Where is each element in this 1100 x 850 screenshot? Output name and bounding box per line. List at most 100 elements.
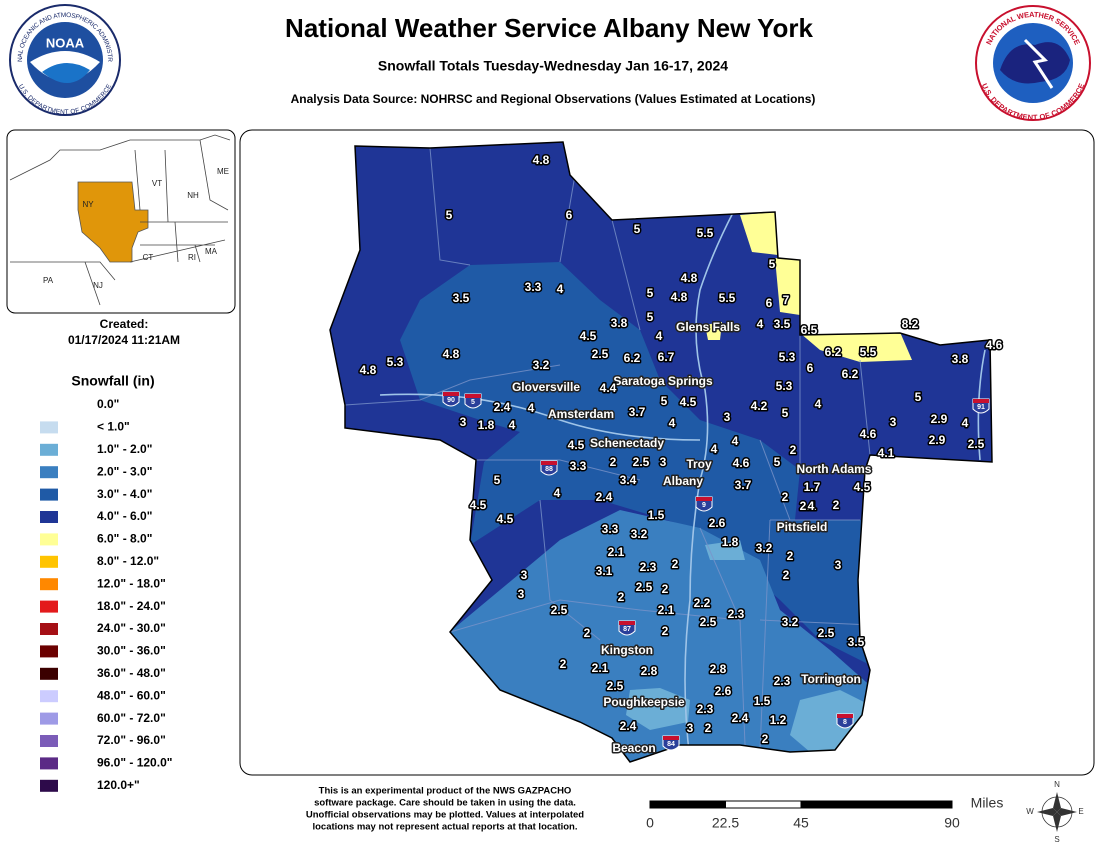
city-label: North Adams	[797, 462, 872, 476]
city-label: Beacon	[612, 741, 655, 755]
snow-value: 2.4	[620, 719, 637, 733]
snow-value: 2.9	[931, 412, 948, 426]
shield-top	[541, 461, 557, 465]
snow-value: 6	[766, 296, 773, 310]
state-label: NJ	[93, 281, 103, 290]
snow-value: 3.5	[453, 291, 470, 305]
snow-value: 6.2	[842, 367, 859, 381]
snow-value: 6.7	[658, 350, 675, 364]
compass-letter: E	[1078, 807, 1083, 816]
snow-value: 4.5	[580, 329, 597, 343]
snow-value: 2.3	[774, 674, 791, 688]
snow-value: 4	[757, 317, 764, 331]
snow-value: 5	[494, 473, 501, 487]
legend-label: 0.0"	[97, 397, 119, 411]
city-label: Amsterdam	[548, 407, 614, 421]
shield-top	[443, 392, 459, 396]
legend-swatch	[40, 779, 58, 792]
noaa-text: NOAA	[46, 35, 85, 50]
snow-value: 5	[446, 208, 453, 222]
snow-value: 3.2	[533, 358, 550, 372]
footer-line: software package. Care should be taken i…	[314, 798, 576, 809]
snow-value: 4	[554, 486, 561, 500]
snow-value: 2.9	[929, 433, 946, 447]
legend-swatch	[40, 555, 58, 568]
snow-value: 2.6	[709, 516, 726, 530]
snow-value: 3.8	[611, 316, 628, 330]
snow-value: 3.3	[570, 459, 587, 473]
city-label: Schenectady	[590, 436, 664, 450]
legend-label: 24.0" - 30.0"	[97, 621, 166, 635]
legend-swatch	[40, 578, 58, 591]
snow-value: 4	[557, 282, 564, 296]
snow-value: 3.8	[952, 352, 969, 366]
legend-swatch	[40, 421, 58, 434]
legend-swatch	[40, 712, 58, 725]
legend-swatch	[40, 645, 58, 658]
legend-label: 1.0" - 2.0"	[97, 442, 152, 456]
snow-value: 2.3	[728, 607, 745, 621]
snow-value: 2.5	[551, 603, 568, 617]
snow-value: 4	[509, 418, 516, 432]
snow-value: 2	[662, 624, 669, 638]
state-label: ME	[217, 167, 229, 176]
snow-value: 3.2	[631, 527, 648, 541]
snow-value: 4.5	[470, 498, 487, 512]
city-label: Poughkeepsie	[603, 695, 685, 709]
snow-value: 2	[790, 443, 797, 457]
shield-number: 87	[623, 626, 631, 633]
snow-value: 4.5	[568, 438, 585, 452]
scale-tick-label: 45	[793, 815, 809, 831]
snow-value: 2.5	[968, 437, 985, 451]
shield-top	[619, 621, 635, 625]
snow-value: 3.1	[596, 564, 613, 578]
snow-value: 5	[647, 286, 654, 300]
legend-label: 12.0" - 18.0"	[97, 576, 166, 590]
snow-value: 2.5	[636, 580, 653, 594]
snow-value: 3.7	[735, 478, 752, 492]
shield-top	[837, 714, 853, 718]
snow-value: 3.3	[602, 522, 619, 536]
snow-value: 3.5	[848, 635, 865, 649]
footer-line: locations may not represent actual repor…	[312, 822, 577, 833]
source: Analysis Data Source: NOHRSC and Regiona…	[291, 92, 816, 106]
snow-value: 4	[669, 416, 676, 430]
state-label: RI	[188, 253, 196, 262]
legend-label: 120.0+"	[97, 778, 140, 792]
snow-value: 2.4	[596, 490, 613, 504]
snow-value: 2.4	[732, 711, 749, 725]
legend-label: 3.0" - 4.0"	[97, 487, 152, 501]
snow-value: 4.5	[497, 512, 514, 526]
city-label: Glens Falls	[676, 320, 740, 334]
legend-label: 8.0" - 12.0"	[97, 554, 159, 568]
scale-tick-label: 0	[646, 815, 654, 831]
shield-top	[696, 497, 712, 501]
snow-value: 2	[833, 498, 840, 512]
snow-value: 4.8	[443, 347, 460, 361]
scale-bar: 0 22.5 45 90	[646, 800, 960, 831]
scale-segment	[725, 800, 802, 809]
legend-label: 4.0" - 6.0"	[97, 509, 152, 523]
legend-label: 60.0" - 72.0"	[97, 711, 166, 725]
nws-logo: NATIONAL WEATHER SERVICE U.S. DEPARTMENT…	[975, 5, 1091, 122]
snow-value: 3.4	[620, 473, 637, 487]
scale-tick-label: 22.5	[712, 815, 739, 831]
state-label: NY	[82, 200, 94, 209]
city-label: Torrington	[801, 672, 861, 686]
shield-top	[465, 394, 481, 398]
snow-value: 2	[560, 657, 567, 671]
shield-top	[663, 736, 679, 740]
snow-value: 2.3	[697, 702, 714, 716]
city-label: Saratoga Springs	[613, 374, 713, 388]
snow-value: 5.5	[860, 345, 877, 359]
snow-value: 4.6	[860, 427, 877, 441]
snow-value: 4.5	[680, 395, 697, 409]
snow-value: 2.1	[800, 499, 817, 513]
inset-map	[6, 129, 236, 314]
legend-label: 36.0" - 48.0"	[97, 666, 166, 680]
legend-swatch	[40, 466, 58, 479]
snow-value: 5.3	[387, 355, 404, 369]
snow-value: 6.2	[624, 351, 641, 365]
snow-value: 2.8	[641, 664, 658, 678]
snow-value: 3	[460, 415, 467, 429]
